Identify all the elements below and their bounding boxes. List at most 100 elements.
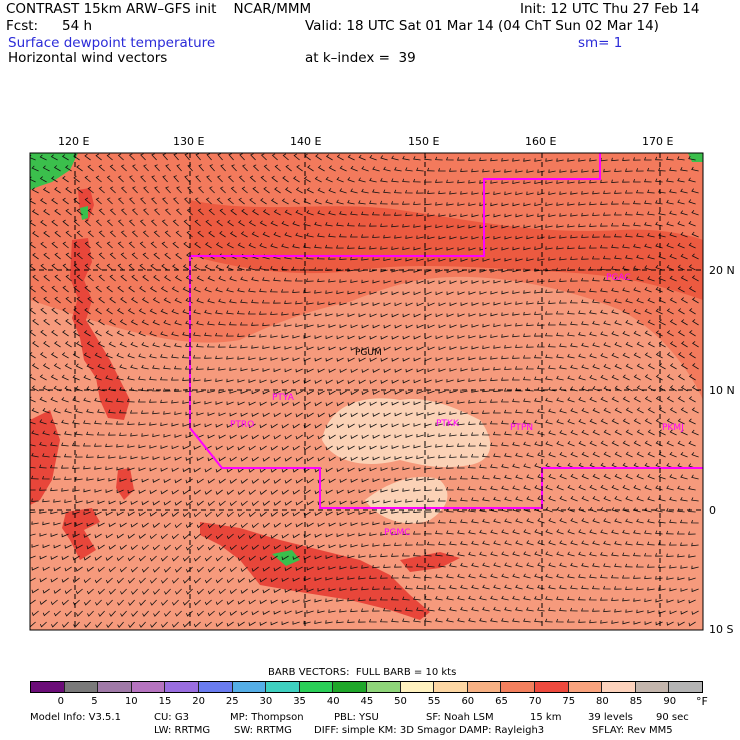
wind-barb [380, 178, 388, 183]
wind-barb [262, 588, 270, 594]
wind-barb [339, 368, 347, 373]
wind-barb [141, 433, 149, 437]
wind-barb [40, 285, 47, 293]
wind-barb [589, 529, 597, 535]
wind-barb [611, 484, 619, 491]
wind-barb [142, 588, 149, 595]
wind-barb [339, 587, 347, 591]
wind-barb [284, 390, 292, 395]
wind-barb [548, 322, 556, 326]
wind-barb [438, 454, 446, 459]
wind-barb [391, 223, 399, 228]
wind-barb [556, 354, 564, 359]
wind-barb [380, 401, 388, 406]
wind-barb [262, 390, 270, 395]
lat-label: 0 [709, 504, 716, 517]
colorbar-tick-label: 10 [124, 696, 138, 707]
wind-barb [184, 175, 190, 183]
wind-barb [434, 156, 443, 161]
wind-barb [30, 396, 36, 403]
wind-barb [578, 397, 586, 403]
wind-barb [162, 197, 168, 205]
wind-barb [106, 599, 113, 606]
wind-barb [248, 288, 256, 293]
wind-barb [545, 224, 553, 228]
wind-barb [141, 478, 149, 483]
wind-barb [647, 407, 655, 414]
wind-barb [129, 197, 135, 205]
wind-barb [438, 607, 446, 612]
wind-barb [526, 607, 534, 612]
wind-barb [482, 302, 490, 306]
wind-barb [457, 465, 465, 469]
wind-barb [435, 357, 443, 362]
wind-barb [237, 577, 245, 583]
wind-barb [457, 157, 465, 161]
wind-barb [669, 297, 677, 304]
wind-barb [86, 454, 94, 458]
wind-barb [152, 365, 160, 370]
wind-barb [678, 352, 685, 359]
wind-barb [248, 242, 256, 249]
wind-barb [154, 164, 160, 172]
wind-barb [600, 266, 608, 271]
wind-barb [457, 247, 465, 251]
wind-barb [611, 179, 619, 183]
wind-barb [325, 423, 333, 429]
wind-barb [317, 210, 325, 216]
wind-barb [669, 564, 677, 569]
wind-barb [215, 423, 223, 428]
wind-barb [581, 608, 589, 612]
wind-barb [75, 499, 83, 504]
wind-barb [149, 422, 157, 426]
wind-barb [680, 429, 688, 436]
wind-barb [512, 398, 520, 403]
wind-barb [380, 488, 388, 493]
wind-barb [567, 245, 575, 250]
wind-barb [460, 584, 468, 590]
wind-barb [219, 208, 226, 216]
wind-barb [303, 379, 311, 384]
wind-barb [270, 445, 278, 451]
wind-barb [72, 555, 80, 561]
wind-barb [292, 379, 300, 384]
wind-barb [53, 544, 61, 549]
wind-barb [581, 191, 589, 195]
wind-barb [504, 453, 512, 458]
wind-barb [204, 264, 212, 271]
wind-barb [493, 431, 501, 436]
wind-barb [570, 540, 578, 546]
wind-barb [468, 508, 476, 513]
wind-barb [171, 377, 179, 381]
wind-barb [666, 599, 674, 603]
wind-barb [526, 191, 534, 196]
wind-barb [471, 606, 479, 612]
wind-barb [515, 496, 523, 502]
wind-barb [482, 280, 490, 284]
wind-barb [471, 367, 479, 372]
wind-barb [336, 619, 344, 624]
wind-barb [625, 341, 633, 348]
wind-barb [325, 620, 333, 624]
wind-barb [644, 552, 652, 557]
wind-barb [394, 235, 402, 239]
wind-barb [468, 202, 476, 207]
wind-barb [402, 335, 410, 340]
wind-barb [303, 577, 311, 582]
wind-barb [438, 498, 446, 502]
wind-barb [39, 464, 47, 469]
wind-barb [611, 157, 619, 162]
wind-barb [226, 264, 234, 271]
wind-barb [413, 423, 421, 427]
wind-barb [61, 154, 69, 161]
wind-barb [589, 310, 597, 315]
wind-barb [614, 363, 622, 370]
wind-barb [614, 586, 622, 590]
wind-barb [227, 175, 234, 183]
wind-barb [97, 477, 105, 482]
wind-barb [581, 562, 589, 568]
wind-barb [196, 298, 204, 304]
wind-barb [207, 434, 215, 439]
wind-barb [86, 341, 94, 348]
wind-barb [402, 155, 410, 161]
